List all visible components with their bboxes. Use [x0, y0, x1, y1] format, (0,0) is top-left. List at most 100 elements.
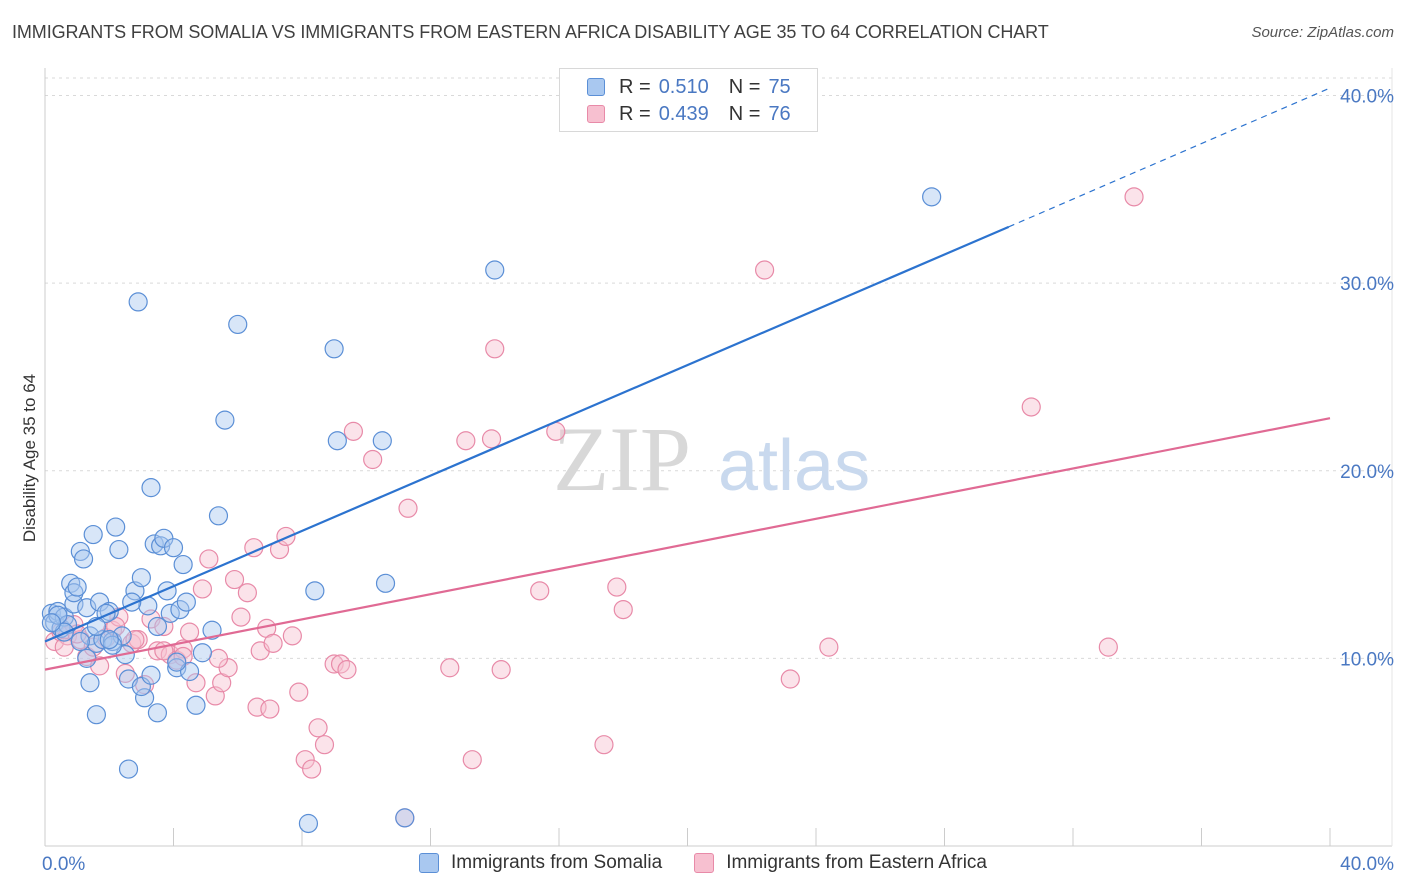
somalia-point [228, 314, 248, 335]
somalia-point [147, 616, 168, 637]
eastern-africa-trend-line [44, 417, 1331, 671]
somalia-point [106, 517, 126, 537]
tick-labels: 10.0% 20.0% 30.0% 40.0% 0.0% 40.0% [42, 87, 1394, 875]
somalia-point [70, 631, 90, 652]
axes [44, 68, 1393, 847]
eastern-africa-point [295, 750, 315, 770]
somalia-point [128, 292, 148, 312]
eastern-africa-point [819, 637, 839, 657]
eastern-africa-point [398, 498, 418, 518]
somalia-point [202, 620, 222, 640]
source-label: Source: ZipAtlas.com [1251, 24, 1394, 41]
legend-row-eastern-africa: R = 0.439 N = 76 [587, 102, 791, 126]
somalia-point [395, 808, 415, 828]
eastern-africa-point [1124, 187, 1144, 207]
somalia-point [160, 603, 180, 623]
somalia-point [324, 339, 344, 359]
eastern-africa-point [754, 260, 775, 280]
series-eastern-africa-points [45, 187, 1144, 828]
somalia-point [167, 658, 187, 678]
somalia-point [64, 583, 84, 603]
y-tick-label: 10.0% [1340, 649, 1394, 670]
somalia-point [77, 648, 97, 668]
legend-r-label: R = [619, 75, 651, 98]
somalia-point [372, 431, 392, 451]
eastern-africa-point [485, 339, 505, 359]
somalia-point [141, 665, 161, 685]
eastern-africa-point [440, 658, 460, 678]
legend-swatch-eastern-africa [587, 105, 605, 123]
somalia-point [485, 260, 505, 280]
eastern-africa-point [199, 549, 219, 569]
bottom-legend-eastern-africa: Immigrants from Eastern Africa [694, 852, 987, 874]
eastern-africa-point [530, 581, 550, 601]
somalia-point [375, 573, 396, 593]
legend-r-label: R = [619, 102, 651, 125]
legend-n-label: N = [728, 102, 761, 125]
legend-n-label: N = [728, 75, 761, 98]
x-tick-label: 0.0% [42, 854, 85, 875]
somalia-point [305, 581, 325, 601]
somalia-point [73, 549, 94, 569]
eastern-africa-point [607, 577, 627, 597]
somalia-point [80, 626, 100, 646]
somalia-point [215, 410, 235, 430]
eastern-africa-point [224, 569, 245, 590]
somalia-trend-extension [1008, 87, 1331, 228]
somalia-point [48, 605, 68, 625]
eastern-africa-point [462, 750, 482, 770]
eastern-africa-point [192, 579, 213, 599]
watermark-atlas: atlas [718, 426, 870, 506]
gridlines [45, 77, 1392, 659]
eastern-africa-point [115, 663, 135, 683]
eastern-africa-point [314, 735, 335, 755]
somalia-point [167, 652, 187, 672]
eastern-africa-point [179, 622, 200, 642]
eastern-africa-point [186, 673, 206, 693]
eastern-africa-point [594, 735, 614, 755]
chart-title: IMMIGRANTS FROM SOMALIA VS IMMIGRANTS FR… [12, 22, 1049, 42]
somalia-point [186, 695, 206, 715]
eastern-africa-point [456, 431, 476, 451]
somalia-point [134, 688, 155, 708]
bottom-legend-somalia: Immigrants from Somalia [419, 852, 662, 874]
somalia-point [327, 431, 347, 451]
x-tick-label: 40.0% [1340, 854, 1394, 875]
somalia-point [118, 759, 139, 779]
somalia-point [80, 673, 100, 693]
legend-r-value: 0.510 [658, 75, 709, 98]
bottom-legend-swatch-somalia [419, 853, 440, 873]
somalia-point [170, 599, 190, 620]
legend-n-value: 75 [768, 75, 791, 98]
somalia-point [147, 703, 168, 723]
bottom-legend: Immigrants from Somalia Immigrants from … [0, 852, 1406, 874]
legend-n-value: 76 [768, 102, 791, 125]
trend-lines [44, 87, 1331, 671]
eastern-africa-point [481, 429, 502, 449]
bottom-legend-swatch-eastern-africa [694, 853, 715, 873]
eastern-africa-point [308, 718, 328, 738]
eastern-africa-point [363, 449, 383, 470]
eastern-africa-point [263, 633, 283, 653]
eastern-africa-point [231, 607, 251, 627]
eastern-africa-point [1021, 397, 1041, 417]
eastern-africa-point [289, 682, 309, 702]
eastern-africa-point [125, 630, 145, 650]
eastern-africa-point [343, 421, 363, 441]
bottom-legend-label-eastern-africa: Immigrants from Eastern Africa [726, 852, 987, 873]
eastern-africa-point [613, 599, 633, 620]
eastern-africa-point [282, 626, 302, 646]
legend-r-value: 0.439 [658, 102, 709, 125]
bottom-legend-label-somalia: Immigrants from Somalia [451, 852, 663, 873]
series-somalia-points [41, 187, 942, 834]
somalia-point [102, 635, 123, 655]
somalia-point [86, 705, 107, 725]
somalia-point [192, 643, 213, 663]
somalia-point [99, 630, 119, 650]
somalia-point [179, 661, 200, 682]
legend: R = 0.510 N = 75 R = 0.439 N = 76 [559, 68, 818, 132]
somalia-point [83, 524, 103, 545]
eastern-africa-point [302, 759, 322, 779]
y-tick-label: 20.0% [1340, 462, 1394, 483]
